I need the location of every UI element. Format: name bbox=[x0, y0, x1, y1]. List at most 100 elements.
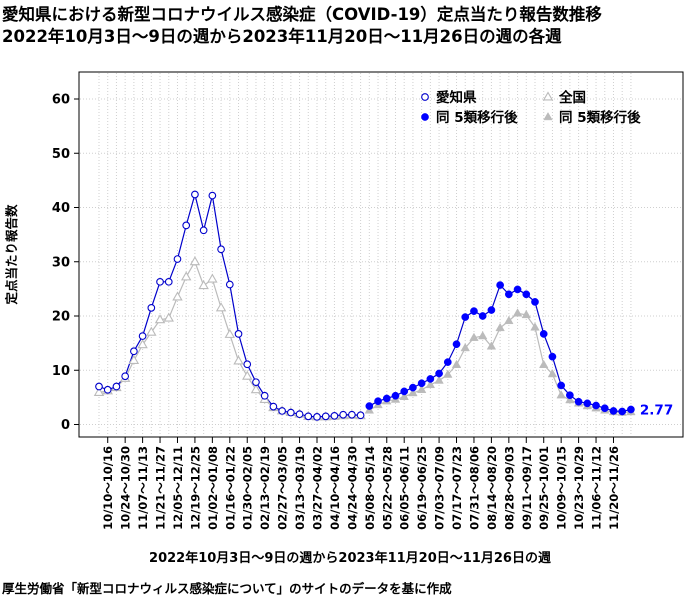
y-axis-label: 定点当たり報告数 bbox=[4, 204, 19, 306]
national-point bbox=[189, 256, 201, 266]
national-point bbox=[242, 370, 253, 380]
national-point bbox=[224, 328, 236, 338]
aichi-point bbox=[225, 280, 234, 289]
aichi-post-reclass-point bbox=[409, 383, 417, 392]
aichi-post-reclass-point bbox=[513, 285, 522, 294]
x-tick-label: 05/08～05/14 bbox=[363, 446, 377, 530]
aichi-post-reclass-point bbox=[600, 404, 609, 413]
x-tick-label: 01/02～01/08 bbox=[206, 446, 220, 530]
aichi-post-reclass-point bbox=[470, 307, 478, 315]
national-post-reclass-point bbox=[460, 343, 470, 352]
aichi-post-reclass-point bbox=[583, 399, 592, 408]
aichi-post-reclass-point bbox=[531, 298, 539, 306]
x-tick-label: 11/20～11/26 bbox=[607, 446, 621, 530]
x-tick-label: 06/19～06/25 bbox=[415, 446, 429, 530]
y-tick-label: 50 bbox=[52, 147, 70, 162]
national-point bbox=[128, 354, 140, 364]
aichi-point bbox=[138, 332, 147, 340]
national-post-reclass-point bbox=[486, 341, 497, 350]
national-point bbox=[146, 326, 157, 336]
aichi-point bbox=[164, 277, 173, 286]
aichi-point bbox=[313, 413, 321, 421]
aichi-point bbox=[278, 407, 286, 415]
aichi-point bbox=[182, 221, 191, 230]
national-post-reclass-point bbox=[539, 359, 549, 368]
national-point bbox=[250, 384, 262, 394]
legend-marker bbox=[543, 111, 553, 121]
legend-marker bbox=[421, 113, 429, 121]
national-post-reclass-point bbox=[512, 308, 523, 317]
aichi-point bbox=[130, 347, 138, 356]
national-post-reclass-point bbox=[556, 390, 566, 399]
national-post-reclass-point bbox=[547, 369, 558, 378]
national-point bbox=[154, 314, 166, 324]
national-post-reclass-point bbox=[434, 375, 444, 384]
national-post-reclass-point bbox=[416, 384, 427, 393]
national-point bbox=[198, 280, 209, 290]
y-tick-label: 20 bbox=[52, 310, 70, 325]
aichi-post-reclass-point bbox=[382, 394, 391, 403]
legend-label: 同 5類移行後 bbox=[436, 109, 518, 126]
aichi-point bbox=[243, 360, 252, 369]
legend-marker bbox=[421, 93, 429, 101]
national-post-reclass-point bbox=[443, 369, 453, 378]
aichi-series-line bbox=[98, 192, 361, 418]
x-tick-label: 01/30～02/05 bbox=[241, 446, 255, 530]
x-tick-label: 11/07～11/13 bbox=[136, 446, 150, 530]
national-point bbox=[207, 273, 218, 283]
x-tick-label: 01/16～01/22 bbox=[223, 446, 237, 530]
aichi-post-reclass-point bbox=[478, 312, 487, 320]
national-point bbox=[233, 355, 244, 365]
aichi-post-reclass-point bbox=[452, 340, 461, 349]
y-tick-label: 0 bbox=[61, 418, 70, 433]
x-axis-label: 2022年10月3日～9日の週から2023年11月20日～11月26日の週 bbox=[149, 551, 551, 566]
aichi-point bbox=[356, 411, 365, 420]
national-point bbox=[215, 302, 227, 312]
x-tick-label: 09/11～09/17 bbox=[520, 446, 534, 530]
legend-label: 愛知県 bbox=[436, 89, 477, 106]
source-note: 厚生労働省「新型コロナウィルス感染症について」のサイトのデータを基に作成 bbox=[2, 581, 452, 596]
aichi-point bbox=[95, 382, 103, 391]
plot-frame bbox=[78, 71, 684, 438]
aichi-post-reclass-point bbox=[548, 352, 557, 361]
national-post-reclass-point bbox=[504, 315, 514, 325]
national-point bbox=[137, 339, 148, 349]
aichi-point bbox=[260, 391, 269, 400]
aichi-point bbox=[339, 410, 348, 419]
y-tick-label: 60 bbox=[52, 93, 70, 108]
aichi-post-reclass-point bbox=[592, 401, 600, 410]
x-tick-label: 03/27～04/02 bbox=[311, 446, 325, 530]
national-post-reclass-point bbox=[521, 309, 531, 319]
national-post-reclass-point bbox=[477, 331, 488, 340]
x-tick-label: 02/27～03/05 bbox=[276, 446, 290, 530]
aichi-point bbox=[330, 411, 339, 420]
x-tick-label: 05/22～05/28 bbox=[380, 446, 394, 530]
aichi-point bbox=[112, 382, 121, 391]
national-post-reclass-point bbox=[451, 359, 462, 368]
aichi-point bbox=[295, 410, 304, 419]
x-tick-label: 11/06～11/12 bbox=[590, 446, 604, 530]
x-tick-label: 07/31～08/06 bbox=[467, 446, 481, 530]
aichi-point bbox=[156, 277, 164, 286]
national-post-reclass-point bbox=[399, 391, 409, 401]
x-tick-label: 12/05～12/11 bbox=[171, 446, 185, 530]
x-tick-label: 02/13～02/19 bbox=[258, 446, 272, 530]
aichi-point bbox=[321, 412, 330, 421]
x-tick-label: 10/24～10/30 bbox=[119, 446, 133, 530]
aichi-point bbox=[121, 372, 130, 381]
x-tick-label: 09/25～10/01 bbox=[537, 446, 551, 530]
national-post-reclass-point bbox=[425, 379, 436, 389]
x-tick-label: 11/21～11/27 bbox=[154, 446, 168, 530]
aichi-post-reclass-point bbox=[618, 407, 627, 416]
aichi-point bbox=[252, 378, 260, 387]
aichi-post-reclass-point bbox=[435, 369, 443, 378]
legend-marker bbox=[542, 91, 554, 101]
aichi-point bbox=[217, 245, 225, 254]
aichi-post-reclass-point bbox=[391, 391, 400, 400]
aichi-point bbox=[269, 402, 278, 411]
aichi-point bbox=[173, 255, 182, 263]
national-post-reclass-point bbox=[408, 388, 418, 397]
x-tick-label: 03/13～03/19 bbox=[293, 446, 307, 530]
x-tick-label: 07/03～07/09 bbox=[433, 446, 447, 530]
